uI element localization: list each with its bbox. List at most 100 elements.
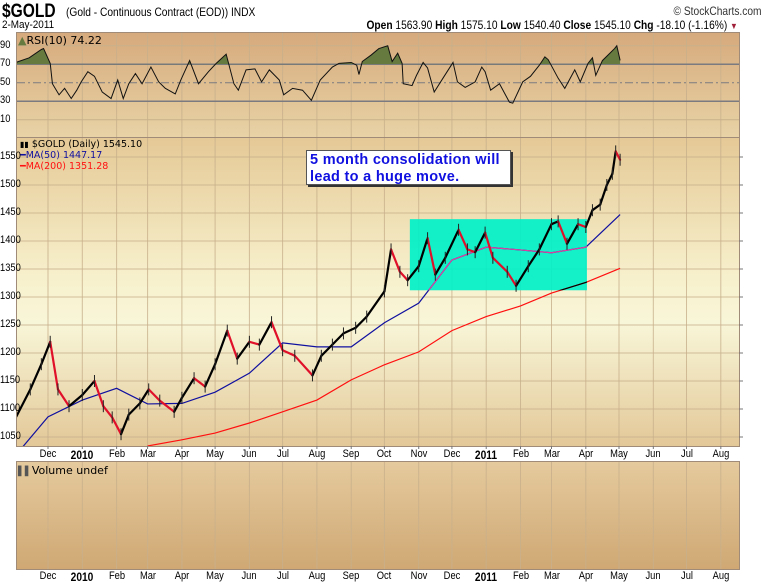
annotation-line-2: lead to a huge move.: [310, 169, 460, 185]
price-segment: [147, 388, 161, 402]
price-segment: [417, 237, 429, 268]
x-axis-label: Jun: [645, 570, 661, 582]
rsi-area-icon: ▲: [18, 34, 27, 47]
x-axis-label: Aug: [712, 570, 730, 582]
x-axis-label: Jun: [241, 570, 257, 582]
price-segment: [236, 340, 251, 360]
price-segment: [192, 377, 207, 388]
x-axis-label: Jun: [645, 448, 661, 460]
price-segment: [138, 388, 150, 405]
price-segment: [444, 228, 460, 259]
price-segment: [506, 270, 518, 287]
price-segment: [389, 248, 401, 273]
price-segment: [484, 231, 494, 259]
open-value: 1563.90: [395, 18, 433, 32]
price-segment: [67, 393, 84, 408]
price-segment: [406, 265, 420, 282]
ma50-line-in-box: [427, 245, 587, 291]
x-axis-label: 2011: [475, 448, 498, 462]
ma50-legend-text: MA(50) 1447.17: [25, 150, 103, 161]
description-text: (Gold - Continuous Contract (EOD)): [66, 5, 229, 19]
x-axis-label: Nov: [410, 448, 428, 460]
price-segment: [466, 248, 477, 254]
price-segment: [204, 363, 217, 388]
x-axis-label: Oct: [377, 448, 392, 460]
annotation-textbox[interactable]: 5 month consolidation will lead to a hug…: [306, 150, 511, 185]
price-segment: [180, 377, 196, 399]
x-axis-label: Mar: [543, 570, 560, 582]
price-segment: [354, 315, 368, 329]
price-segment: [213, 329, 229, 366]
x-axis-label: Dec: [39, 448, 57, 460]
price-segment: [258, 321, 273, 346]
price-segment: [365, 290, 386, 318]
price-segment: [611, 150, 617, 175]
x-axis-label: Jul: [276, 570, 289, 582]
high-value: 1575.10: [460, 18, 498, 32]
price-legend: ▮▮ $GOLD (Daily) 1545.10: [20, 139, 142, 150]
exchange-text: INDX: [230, 5, 256, 19]
symbol-title: $GOLD: [2, 1, 56, 22]
x-axis-label: May: [206, 448, 224, 460]
annotation-line-1: 5 month consolidation will: [310, 152, 500, 168]
grid-lines: [17, 33, 743, 569]
price-axis-label: 1050: [0, 430, 21, 442]
price-segment: [565, 223, 580, 245]
price-segment: [320, 343, 334, 357]
rsi-legend-text: RSI(10) 74.22: [26, 34, 102, 47]
close-label: Close: [563, 18, 592, 32]
price-segment: [40, 340, 52, 366]
price-segment: [281, 349, 296, 357]
ma200-legend: ━MA(200) 1351.28: [20, 161, 108, 172]
x-axis-label: Sep: [342, 448, 360, 460]
rsi-axis-label: 90: [0, 38, 11, 51]
price-segment: [93, 379, 105, 408]
price-segment: [342, 326, 357, 335]
price-segment: [102, 405, 114, 419]
ma50-in-box: [427, 245, 587, 291]
price-axis-label: 1450: [0, 206, 21, 218]
x-axis-label: May: [206, 570, 224, 582]
x-axis-label: Mar: [139, 448, 156, 460]
price-segment: [17, 388, 32, 418]
x-axis-label: May: [610, 448, 628, 460]
x-axis-label: Jun: [241, 448, 257, 460]
rsi-axis-label: 30: [0, 94, 11, 107]
price-segment: [550, 220, 560, 226]
x-axis-label: Jul: [276, 448, 289, 460]
x-axis-label: Feb: [108, 448, 125, 460]
price-segment: [127, 402, 141, 416]
rsi-legend: ▲RSI(10) 74.22: [18, 34, 102, 47]
price-segment: [119, 413, 130, 436]
price-segment: [49, 340, 60, 391]
rsi-fill: [17, 45, 621, 65]
x-axis-label: May: [610, 570, 628, 582]
x-axis-label: 2010: [70, 448, 94, 462]
price-segment: [383, 248, 393, 293]
close-value: 1545.10: [594, 18, 632, 32]
price-axis-label: 1350: [0, 262, 21, 274]
price-axis-label: 1500: [0, 178, 21, 190]
price-segment: [474, 231, 487, 254]
x-axis-label: Feb: [108, 570, 125, 582]
x-axis-label: Aug: [308, 448, 326, 460]
rsi-axis-label: 50: [0, 75, 11, 88]
price-axis-label: 1300: [0, 290, 21, 302]
x-axis-label: Sep: [342, 570, 360, 582]
price-segment: [457, 228, 469, 251]
x-axis-label: Feb: [512, 448, 529, 460]
price-layer: [17, 145, 622, 446]
price-segment: [311, 354, 323, 377]
down-arrow-icon: ▼: [730, 21, 738, 31]
ma200-line: [147, 267, 621, 446]
price-segment: [158, 399, 176, 413]
price-segment: [293, 354, 314, 377]
price-segment: [111, 416, 123, 436]
price-segment: [584, 209, 594, 229]
x-axis-label: Dec: [443, 448, 461, 460]
ma50-line-icon: ━: [20, 150, 26, 161]
price-segment: [614, 150, 622, 161]
price-segment: [426, 237, 437, 276]
x-axis-label: Apr: [174, 448, 190, 460]
rsi-axis-label: 70: [0, 57, 11, 70]
